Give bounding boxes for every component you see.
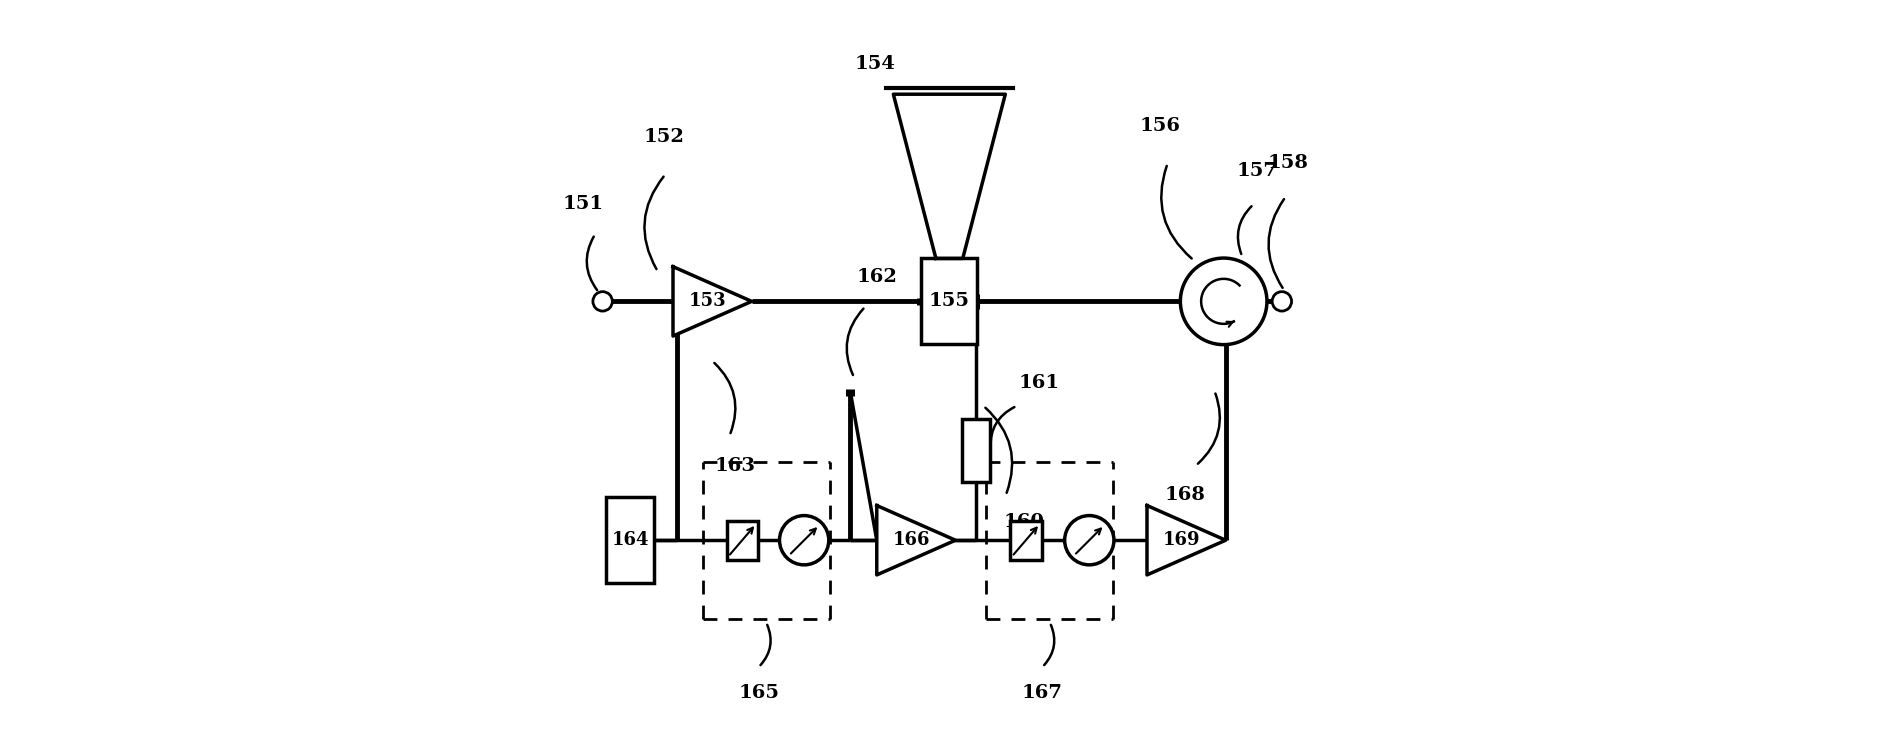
Polygon shape [1147, 505, 1226, 575]
Polygon shape [876, 505, 955, 575]
Text: 152: 152 [643, 128, 684, 146]
Circle shape [780, 516, 829, 565]
Circle shape [1181, 258, 1267, 344]
Text: 153: 153 [688, 293, 726, 311]
Bar [921, 259, 978, 344]
Text: 160: 160 [1004, 513, 1045, 531]
Text: 168: 168 [1164, 487, 1205, 505]
Text: 151: 151 [562, 196, 603, 214]
Bar [1010, 520, 1042, 559]
Polygon shape [673, 267, 752, 336]
Bar [605, 497, 654, 583]
Text: 155: 155 [929, 293, 970, 311]
Text: 156: 156 [1139, 117, 1181, 135]
Text: 166: 166 [893, 531, 931, 549]
Bar [726, 520, 758, 559]
Text: 163: 163 [714, 456, 756, 475]
Text: 157: 157 [1237, 162, 1278, 180]
Text: 154: 154 [854, 56, 895, 74]
Text: 162: 162 [855, 268, 897, 286]
Text: 164: 164 [611, 531, 649, 549]
Polygon shape [893, 94, 1006, 259]
Text: 167: 167 [1023, 684, 1062, 702]
Text: 169: 169 [1164, 531, 1201, 549]
Circle shape [1064, 516, 1115, 565]
Bar [963, 419, 991, 482]
Text: 158: 158 [1267, 154, 1308, 172]
Text: 161: 161 [1019, 374, 1060, 393]
Text: 165: 165 [739, 684, 778, 702]
